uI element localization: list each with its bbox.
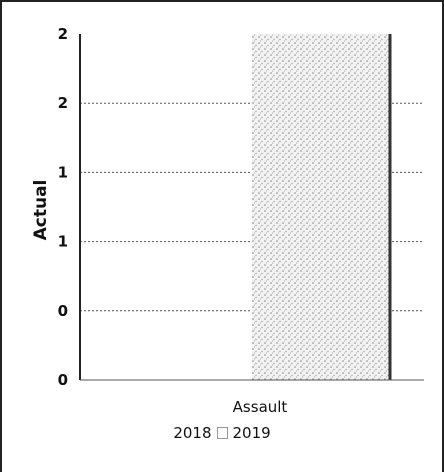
legend-item-2019: 2019 <box>232 424 271 442</box>
y-tick-label: 1 <box>58 163 68 181</box>
y-tick-label: 1 <box>58 233 68 251</box>
legend: 2018 2019 <box>0 424 444 442</box>
legend-swatch-2019 <box>216 427 228 439</box>
x-tick-label: Assault <box>233 398 288 416</box>
y-tick-label: 0 <box>58 371 68 389</box>
y-tick-label: 2 <box>58 25 68 43</box>
legend-item-2018: 2018 <box>173 424 212 442</box>
bar-2019 <box>252 34 390 380</box>
y-axis-label: Actual <box>31 180 51 241</box>
y-tick-label: 2 <box>58 94 68 112</box>
y-tick-label: 0 <box>58 302 68 320</box>
